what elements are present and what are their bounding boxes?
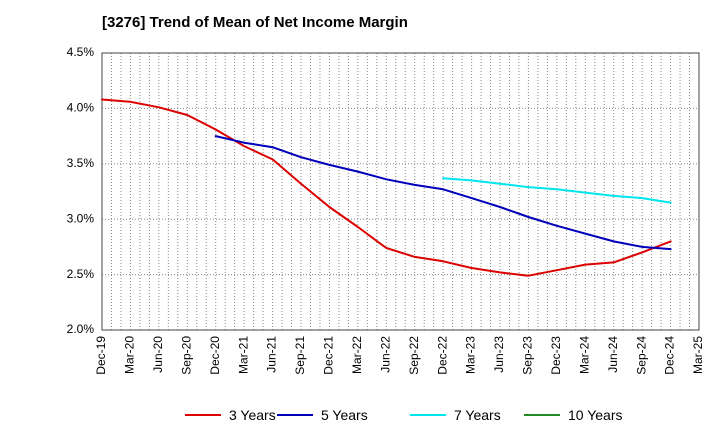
plot-area <box>102 53 699 330</box>
chart-title: [3276] Trend of Mean of Net Income Margi… <box>102 14 408 31</box>
legend-swatch <box>524 414 560 416</box>
x-tick-label: Jun-20 <box>151 336 165 373</box>
x-tick-label: Sep-21 <box>293 336 307 375</box>
y-tick-label: 2.0% <box>67 322 95 336</box>
x-tick-label: Sep-24 <box>634 336 648 375</box>
plot-frame <box>101 52 700 331</box>
y-axis-ticks: 2.0% 2.5% 3.0% 3.5% 4.0% 4.5% <box>67 45 95 336</box>
line-chart: 2.0% 2.5% 3.0% 3.5% 4.0% 4.5% Dec-19 Mar-20 Jun… <box>67 45 706 375</box>
y-tick-label: 3.5% <box>67 156 95 170</box>
x-tick-label: Mar-23 <box>464 336 478 374</box>
x-tick-label: Jun-22 <box>378 336 392 373</box>
legend-item: 3 Years <box>185 404 276 426</box>
legend-label: 5 Years <box>321 407 368 423</box>
x-tick-label: Jun-21 <box>265 336 279 373</box>
x-tick-label: Dec-24 <box>663 336 677 375</box>
legend-label: 10 Years <box>568 407 623 423</box>
legend-swatch <box>185 414 221 416</box>
x-tick-label: Dec-19 <box>94 336 108 375</box>
legend-swatch <box>277 414 313 416</box>
x-tick-label: Mar-25 <box>691 336 705 374</box>
legend: 3 Years 5 Years 7 Years 10 Years <box>0 404 720 426</box>
series-line-3-years <box>101 98 672 277</box>
y-tick-label: 2.5% <box>67 267 95 281</box>
series-line-5-years <box>214 135 672 251</box>
legend-label: 7 Years <box>454 407 501 423</box>
series-lines <box>101 98 672 277</box>
x-tick-label: Mar-21 <box>236 336 250 374</box>
x-tick-label: Mar-22 <box>350 336 364 374</box>
y-tick-label: 4.0% <box>67 101 95 115</box>
legend-item: 10 Years <box>524 404 623 426</box>
legend-label: 3 Years <box>229 407 276 423</box>
x-tick-label: Dec-20 <box>208 336 222 375</box>
y-tick-label: 4.5% <box>67 45 95 59</box>
x-tick-label: Sep-20 <box>179 336 193 375</box>
x-tick-label: Mar-24 <box>577 336 591 374</box>
x-tick-label: Jun-23 <box>492 336 506 373</box>
x-tick-label: Dec-22 <box>435 336 449 375</box>
x-axis-ticks: Dec-19 Mar-20 Jun-20 Sep-20 Dec-20 Mar-21 Jun-… <box>94 336 705 375</box>
x-tick-label: Sep-22 <box>407 336 421 375</box>
x-tick-label: Jun-24 <box>606 336 620 373</box>
series-line-7-years <box>442 177 672 204</box>
x-tick-label: Sep-23 <box>521 336 535 375</box>
y-tick-label: 3.0% <box>67 211 95 225</box>
legend-swatch <box>410 414 446 416</box>
legend-item: 5 Years <box>277 404 368 426</box>
x-tick-label: Dec-23 <box>549 336 563 375</box>
x-tick-label: Mar-20 <box>123 336 137 374</box>
legend-item: 7 Years <box>410 404 501 426</box>
x-tick-label: Dec-21 <box>322 336 336 375</box>
